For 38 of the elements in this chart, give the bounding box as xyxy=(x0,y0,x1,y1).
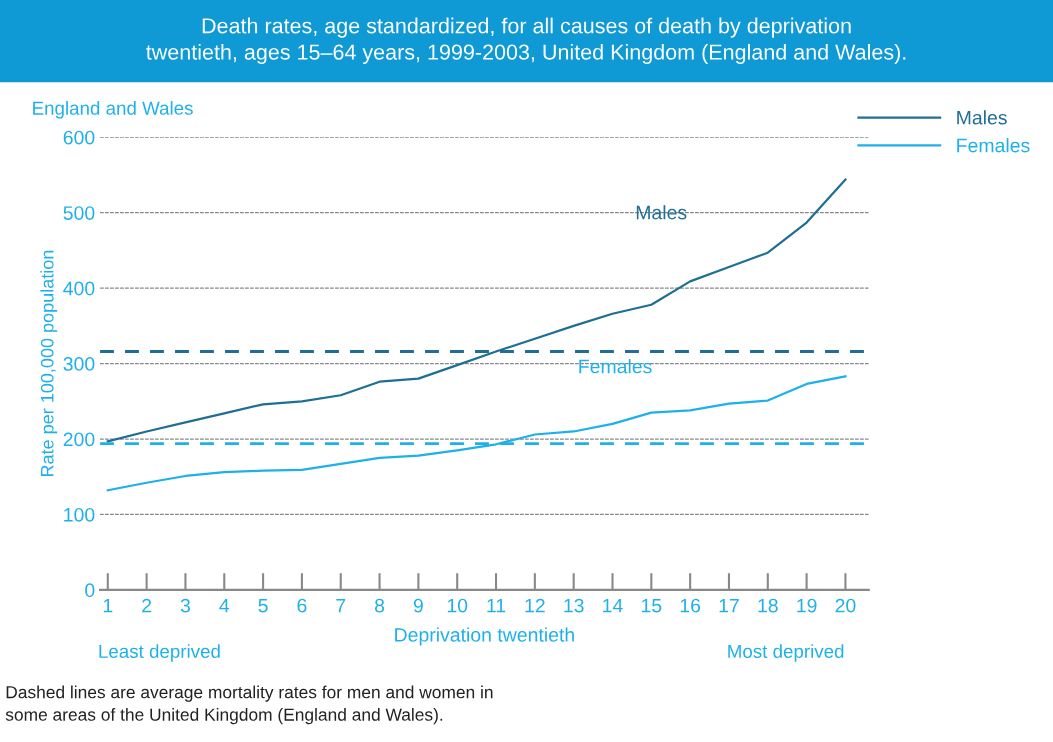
legend-label: Males xyxy=(957,110,1007,125)
y-tick-label: 500 xyxy=(63,206,95,220)
x-tick-label: 7 xyxy=(336,598,346,613)
x-tick-label: 5 xyxy=(258,598,268,613)
x-tick-label: 8 xyxy=(375,598,385,613)
chart-title: Death rates, age standardized, for all causes of death by deprivation twentieth, ages 15–64 years, 1999-2003, United Kingdom (England and Wales). xyxy=(146,17,906,64)
legend-label: Females xyxy=(957,138,1030,153)
x-tick-label: 13 xyxy=(564,598,584,613)
x-tick-label: 3 xyxy=(180,598,190,613)
x-tick-label: 19 xyxy=(797,598,817,613)
y-tick-label: 300 xyxy=(63,357,95,371)
chart-subtitle: England and Wales xyxy=(33,101,193,119)
y-tick-label: 0 xyxy=(85,583,95,598)
x-tick-label: 11 xyxy=(487,598,506,613)
x-tick-label: 18 xyxy=(758,598,778,613)
x-tick-label: 6 xyxy=(297,598,307,613)
y-tick-label: 100 xyxy=(64,507,95,522)
x-tick-label: 14 xyxy=(603,598,623,613)
x-tick-label: 17 xyxy=(719,598,739,613)
y-tick-label: 200 xyxy=(63,432,95,447)
x-tick-label: 12 xyxy=(525,598,545,613)
y-tick-label: 600 xyxy=(63,130,95,145)
annotation: Females xyxy=(579,359,652,374)
annotation: Males xyxy=(636,205,687,220)
x-tick-label: 2 xyxy=(142,598,152,613)
x-tick-label: 9 xyxy=(413,598,423,613)
y-axis-title: Rate per 100,000 population xyxy=(40,250,58,477)
x-tick-label: 1 xyxy=(103,598,113,613)
y-tick-label: 400 xyxy=(63,281,95,296)
text: Dashed lines are average mortality rates for men and women in some areas of the United Kingdom (England and Wales). xyxy=(5,685,493,725)
text: Least deprived xyxy=(99,644,220,662)
x-tick-label: 4 xyxy=(219,598,230,613)
text: Most deprived xyxy=(728,644,844,662)
x-tick-label: 10 xyxy=(447,598,468,613)
x-tick-label: 16 xyxy=(680,598,701,613)
x-tick-label: 20 xyxy=(835,598,856,613)
x-tick-label: 15 xyxy=(641,598,662,613)
x-axis-title: Deprivation twentieth xyxy=(395,627,574,646)
